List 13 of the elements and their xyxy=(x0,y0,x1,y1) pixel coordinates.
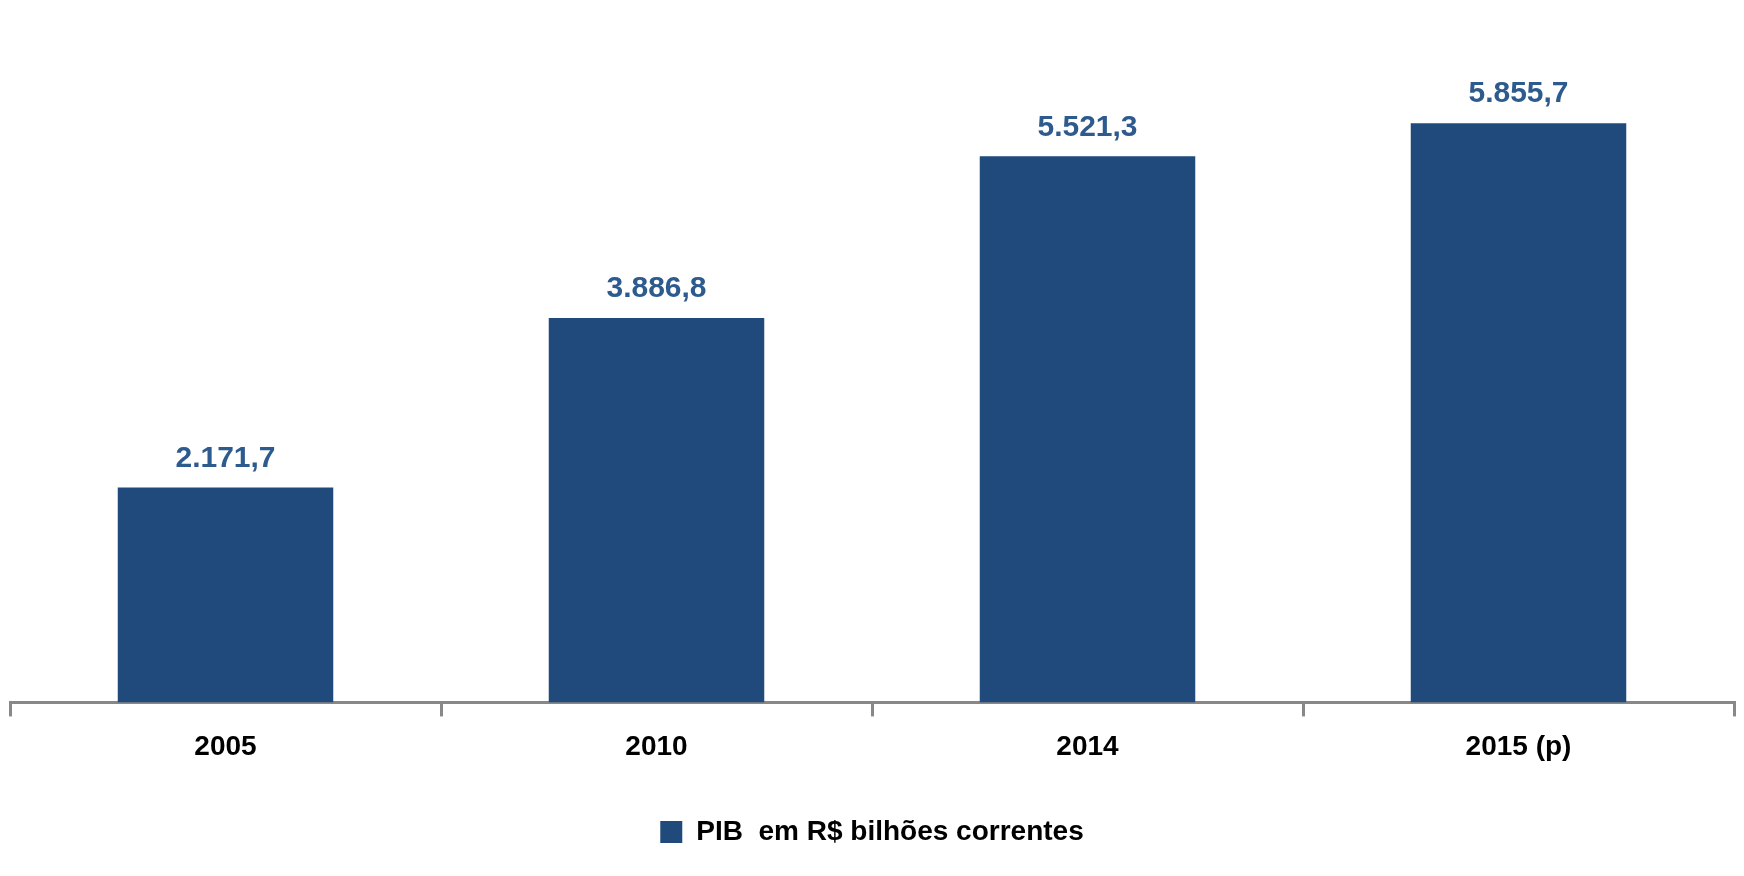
data-label: 2.171,7 xyxy=(175,439,276,473)
data-label: 5.855,7 xyxy=(1468,75,1569,109)
x-tick-label: 2015 (p) xyxy=(1465,729,1572,761)
bar xyxy=(979,156,1196,703)
legend-label: PIB em R$ bilhões correntes xyxy=(696,814,1084,846)
bar xyxy=(1410,123,1627,703)
data-label: 3.886,8 xyxy=(606,270,707,304)
data-label: 5.521,3 xyxy=(1037,108,1138,142)
x-tick-label: 2010 xyxy=(625,729,688,761)
bar xyxy=(117,487,334,703)
x-tick-label: 2014 xyxy=(1056,729,1120,761)
bar xyxy=(548,317,765,703)
x-tick-label: 2005 xyxy=(194,729,257,761)
